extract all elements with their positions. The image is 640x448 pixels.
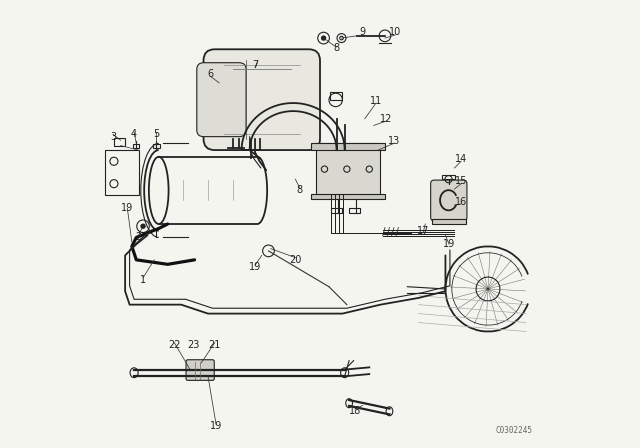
Text: 5: 5 [154,129,159,139]
Text: 21: 21 [209,340,221,350]
FancyBboxPatch shape [431,180,467,221]
Text: 17: 17 [417,226,429,236]
Text: 3: 3 [110,132,116,142]
Text: 12: 12 [380,114,392,124]
Text: 19: 19 [121,203,134,213]
Text: 11: 11 [370,96,382,106]
Text: 23: 23 [188,340,200,350]
FancyBboxPatch shape [197,63,246,137]
Text: 1: 1 [140,275,146,285]
Text: 22: 22 [168,340,180,350]
Text: 4: 4 [131,129,137,139]
Text: C0302245: C0302245 [496,426,532,435]
Bar [332,208,342,213]
Bar [311,143,385,150]
Bar [432,219,466,224]
Text: 8: 8 [297,185,303,195]
Bar [114,138,125,146]
FancyBboxPatch shape [204,49,320,150]
Text: 19: 19 [443,239,455,249]
Circle shape [321,35,326,41]
Bar [154,144,159,148]
Bar [105,150,138,195]
Bar [133,144,140,148]
Text: 7: 7 [252,60,258,70]
Text: 18: 18 [349,406,361,416]
Text: 8: 8 [333,43,339,53]
Text: 19: 19 [210,422,222,431]
FancyBboxPatch shape [186,360,214,380]
Bar [349,208,360,213]
Text: 6: 6 [207,69,213,79]
Text: 19: 19 [249,262,261,271]
Text: 14: 14 [455,154,467,164]
Text: 15: 15 [455,177,467,186]
Text: 13: 13 [388,136,400,146]
Text: 9: 9 [360,27,365,37]
Text: 2: 2 [136,233,141,242]
Bar [330,92,342,100]
Bar [316,143,380,195]
Circle shape [140,224,146,229]
Bar [311,194,385,199]
Bar [442,175,455,179]
Text: 10: 10 [389,27,401,37]
Text: 16: 16 [455,197,467,207]
Text: 20: 20 [289,255,301,265]
